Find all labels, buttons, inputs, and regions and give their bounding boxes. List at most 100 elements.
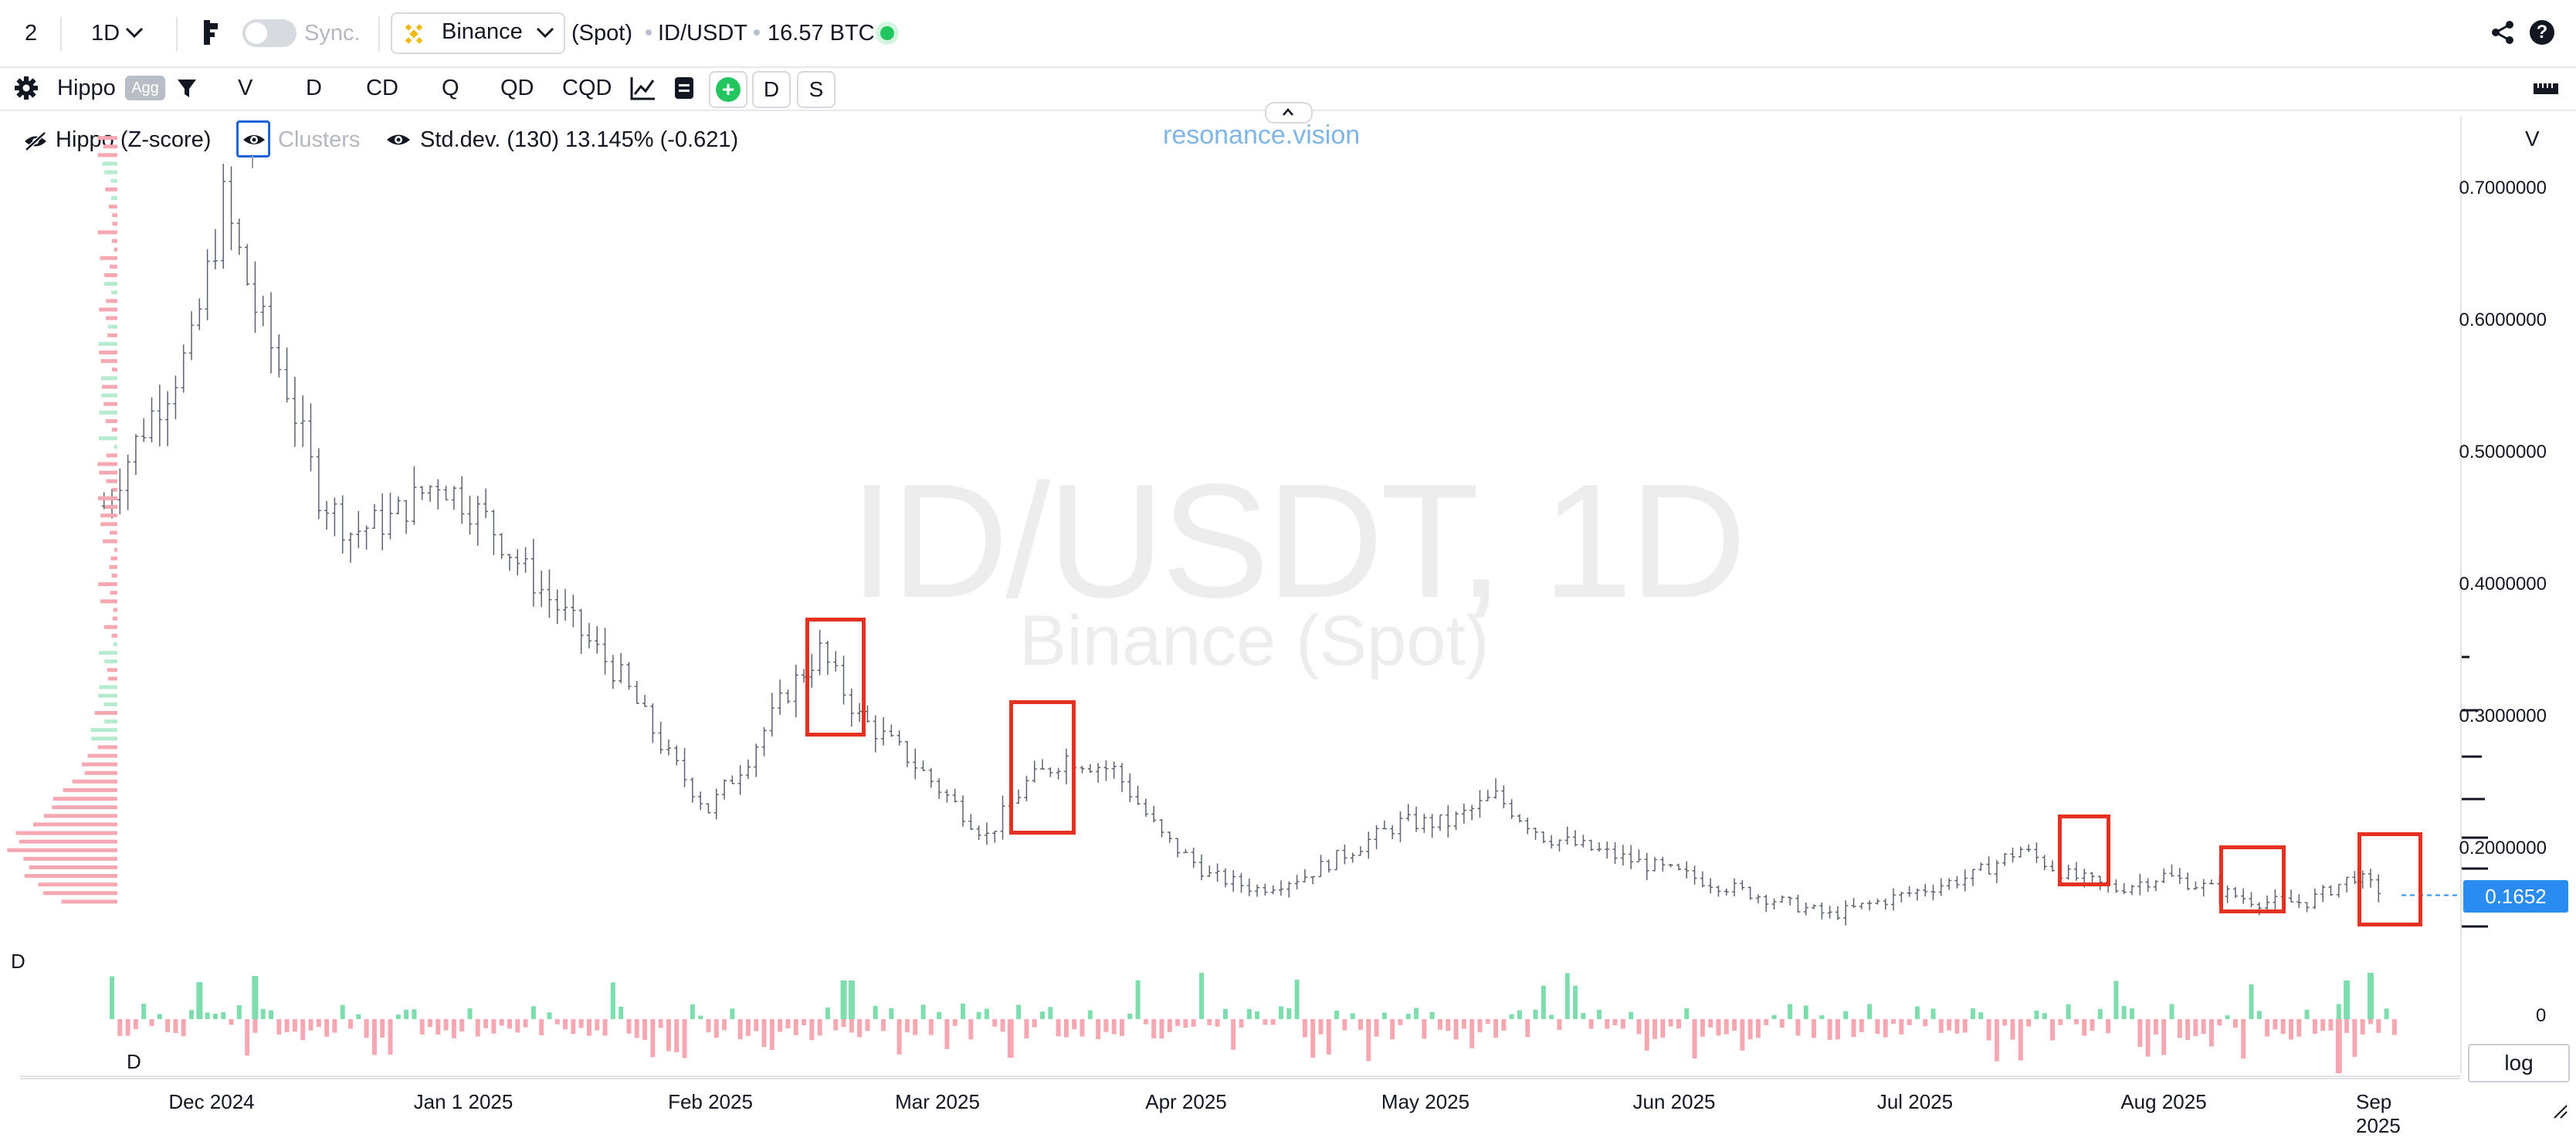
bar-chart-type-icon[interactable]	[202, 19, 221, 46]
hippo-legend[interactable]: Hippo (Z-score)	[56, 127, 212, 152]
market-type: (Spot)	[571, 21, 632, 46]
share-icon[interactable]	[2491, 20, 2514, 45]
price-bar	[2073, 862, 2079, 881]
delta-bar	[1819, 1015, 1825, 1019]
clusters-legend[interactable]: Clusters	[278, 127, 361, 152]
price-bar	[1326, 859, 1331, 873]
delta-bar	[196, 982, 203, 1019]
agg-badge[interactable]: Agg	[125, 76, 165, 100]
exchange-selector[interactable]: Binance	[391, 12, 565, 54]
tab-d[interactable]: D	[306, 76, 322, 100]
price-bar	[722, 779, 727, 800]
delta-bar	[1087, 1010, 1093, 1019]
stddev-legend[interactable]: Std.dev. (130) 13.145% (-0.621)	[420, 127, 739, 152]
delta-bar	[2209, 1019, 2215, 1047]
price-chart[interactable]	[0, 116, 2460, 1078]
indicator-name[interactable]: Hippo	[57, 76, 116, 100]
delta-bar	[1994, 1019, 1999, 1062]
price-bar	[1175, 838, 1181, 858]
price-bar	[388, 493, 393, 540]
price-bar	[1366, 831, 1371, 859]
delta-bar	[2320, 1019, 2326, 1031]
delta-bar	[1509, 1014, 1514, 1019]
collapse-toolbar-button[interactable]	[1265, 102, 1313, 124]
eye-icon[interactable]	[386, 131, 411, 148]
delta-bar	[2097, 1009, 2103, 1019]
price-bar	[706, 803, 711, 814]
volume-profile-bar	[7, 848, 118, 852]
delta-bar	[1143, 1019, 1148, 1025]
ruler-icon[interactable]	[2533, 80, 2559, 96]
gear-icon[interactable]	[14, 76, 39, 100]
tab-cd[interactable]: CD	[366, 76, 398, 100]
price-bar	[1111, 761, 1117, 779]
d-button[interactable]: D	[752, 71, 791, 108]
line-chart-icon[interactable]	[630, 76, 656, 100]
volume-profile-bar	[97, 153, 117, 157]
price-bar	[610, 655, 615, 689]
volume-profile-bar	[110, 178, 117, 183]
price-bar	[2026, 844, 2032, 852]
volume-profile-bar	[111, 574, 117, 578]
tab-qd[interactable]: QD	[500, 76, 534, 100]
delta-bar	[189, 1010, 194, 1019]
delta-bar	[2241, 1019, 2246, 1059]
delta-bar	[920, 1004, 926, 1019]
price-bar	[499, 533, 504, 559]
price-bar	[1875, 899, 1880, 905]
volume-profile-bar	[105, 316, 117, 320]
price-bar	[2042, 855, 2047, 871]
log-scale-button[interactable]: log	[2468, 1044, 2570, 1082]
price-bar	[1835, 906, 1840, 920]
time-tick: Sep 2025	[2356, 1090, 2401, 1137]
price-bar	[260, 296, 266, 327]
price-bar	[2225, 886, 2230, 903]
price-bar	[2177, 868, 2182, 884]
price-bar	[2249, 892, 2254, 908]
delta-bar	[1564, 973, 1570, 1019]
delta-bar	[961, 1004, 966, 1019]
price-bar	[1501, 785, 1507, 808]
help-icon[interactable]: ?	[2530, 20, 2554, 45]
filter-icon[interactable]	[176, 77, 198, 99]
volume-profile-bar	[110, 556, 117, 561]
price-bar	[1381, 820, 1387, 830]
volume-profile-bar	[33, 822, 118, 827]
delta-bar	[1549, 1014, 1554, 1019]
resize-handle-icon[interactable]	[2553, 1104, 2568, 1119]
chevron-down-icon[interactable]	[125, 26, 144, 39]
price-bar	[1048, 767, 1053, 777]
volume-profile-bar	[103, 702, 117, 706]
volume-profile-bar	[113, 608, 117, 612]
delta-bar	[1246, 1009, 1252, 1019]
price-tick: 0.5000000	[2459, 442, 2547, 462]
delta-bar	[2391, 1019, 2397, 1035]
clusters-toggle[interactable]	[236, 120, 270, 157]
sync-toggle[interactable]	[242, 19, 297, 47]
price-bar	[1143, 798, 1148, 817]
axis-unit-label: V	[2525, 127, 2540, 151]
tab-cqd[interactable]: CQD	[562, 76, 612, 100]
delta-bar	[1032, 1019, 1037, 1028]
delta-bar	[2113, 981, 2119, 1019]
delta-bar	[849, 1019, 854, 1033]
delta-bar	[1724, 1019, 1729, 1035]
delta-bar	[2360, 1019, 2365, 1035]
price-bar	[1000, 795, 1005, 840]
price-bar	[1127, 773, 1133, 803]
eye-hidden-icon[interactable]	[23, 131, 48, 151]
add-indicator-button[interactable]: +	[709, 71, 747, 108]
price-bar	[1755, 894, 1761, 904]
price-bar	[1318, 855, 1324, 878]
tab-q[interactable]: Q	[442, 76, 459, 100]
time-axis[interactable]: Dec 2024 Jan 1 2025 Feb 2025 Mar 2025 Ap…	[20, 1078, 2460, 1137]
price-axis[interactable]: V 0.7000000 0.6000000 0.5000000 0.400000…	[2459, 116, 2576, 1073]
document-icon[interactable]	[673, 76, 695, 100]
price-bar	[443, 486, 449, 501]
layout-count[interactable]: 2	[25, 21, 38, 46]
s-button[interactable]: S	[797, 71, 836, 108]
price-bar	[976, 825, 981, 840]
tab-v[interactable]: V	[238, 76, 253, 100]
delta-bar	[841, 1019, 846, 1028]
interval-selector[interactable]: 1D	[91, 21, 120, 46]
